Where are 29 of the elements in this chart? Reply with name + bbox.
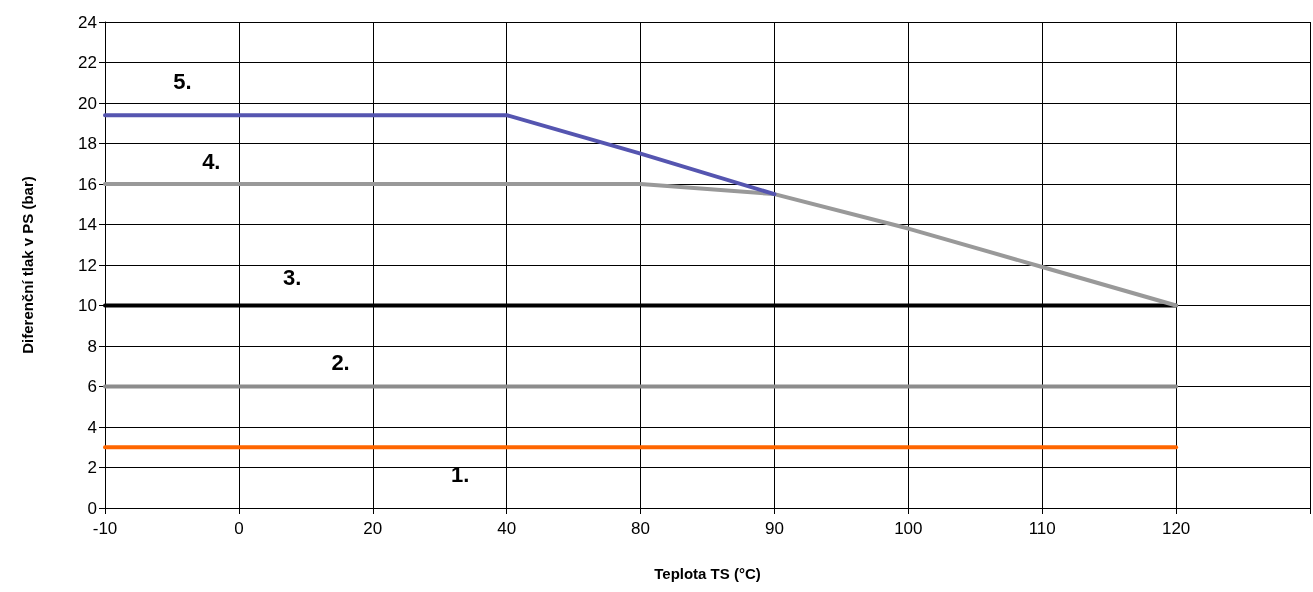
x-tick-label: 20 bbox=[363, 519, 383, 538]
x-tick-label: -10 bbox=[92, 519, 118, 538]
series-label: 3. bbox=[283, 264, 302, 290]
y-tick-label: 4 bbox=[87, 417, 97, 437]
x-axis-title: Teplota TS (°C) bbox=[654, 565, 761, 582]
y-tick-label: 18 bbox=[78, 134, 97, 153]
series-label: 1. bbox=[450, 462, 470, 488]
series-label: 5. bbox=[173, 69, 192, 95]
y-tick-label: 16 bbox=[78, 174, 97, 194]
y-tick-label: 12 bbox=[78, 255, 97, 275]
y-tick-label: 2 bbox=[87, 458, 97, 477]
y-tick-label: 0 bbox=[87, 498, 97, 518]
y-tick-label: 10 bbox=[78, 296, 97, 315]
x-tick-label: 100 bbox=[894, 519, 923, 538]
y-tick-label: 22 bbox=[78, 53, 97, 72]
y-tick-label: 14 bbox=[78, 215, 97, 234]
x-tick-label: 80 bbox=[631, 519, 651, 538]
y-tick-label: 20 bbox=[78, 93, 97, 113]
x-tick-label: 120 bbox=[1161, 519, 1191, 538]
x-tick-label: 40 bbox=[497, 519, 517, 538]
y-tick-label: 8 bbox=[87, 336, 97, 356]
series-label: 4. bbox=[202, 149, 221, 175]
series-label: 2. bbox=[331, 349, 350, 375]
x-tick-label: 90 bbox=[764, 519, 784, 538]
y-axis-title: Diferenční tlak v PS (bar) bbox=[19, 176, 36, 354]
x-tick-label: 0 bbox=[234, 519, 244, 538]
y-tick-label: 6 bbox=[87, 377, 97, 396]
x-tick-label: 110 bbox=[1028, 519, 1056, 538]
y-tick-label: 24 bbox=[78, 12, 97, 32]
